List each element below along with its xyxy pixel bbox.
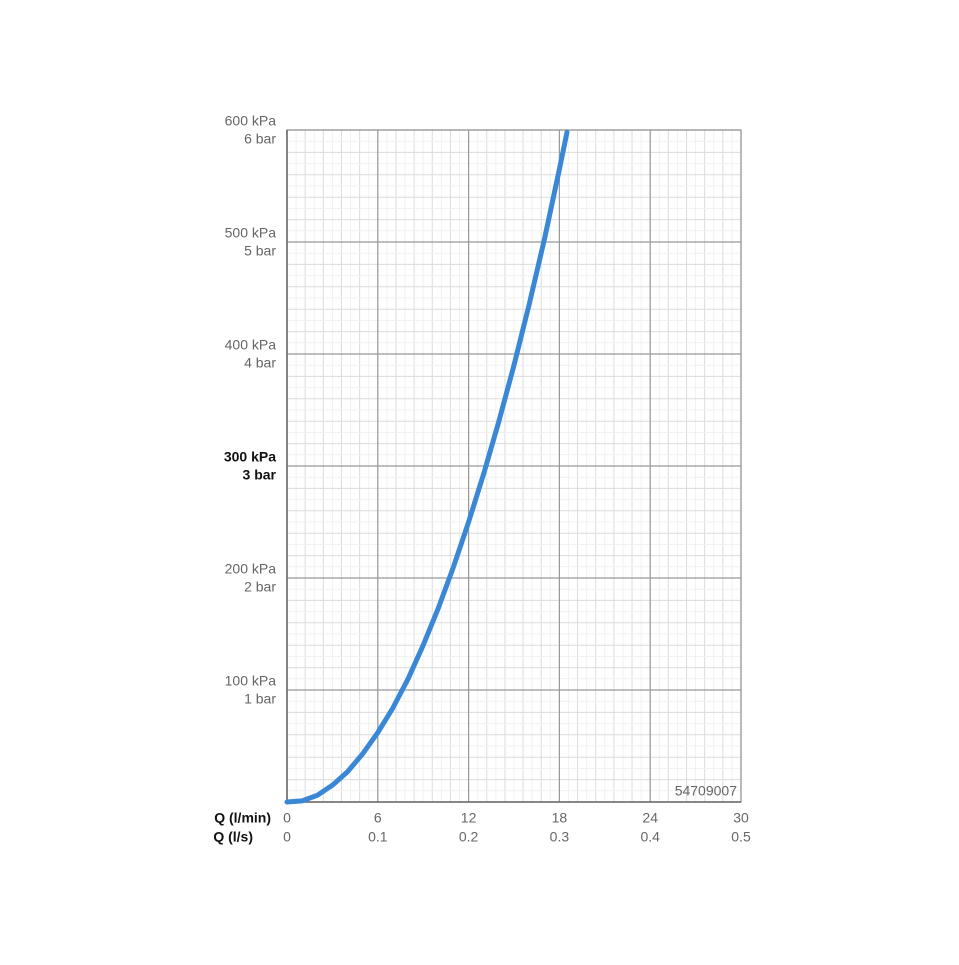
y-tick-bar-label: 5 bar [244,243,276,259]
x2-tick-label: 0.2 [459,829,479,845]
y-tick-label: 100 kPa [225,673,277,689]
y-tick-label: 500 kPa [225,225,277,241]
x2-tick-label: 0.1 [368,829,388,845]
x-tick-label: 18 [552,810,568,826]
x2-axis-title: Q (l/s) [213,829,253,845]
x2-tick-label: 0.3 [550,829,570,845]
y-tick-label: 600 kPa [225,113,277,129]
curve [284,129,570,805]
x-tick-label: 6 [374,810,382,826]
x2-tick-label: 0.4 [640,829,660,845]
y-tick-label: 400 kPa [225,337,277,353]
y-tick-label: 200 kPa [225,561,277,577]
y-tick-bar-label: 2 bar [244,579,276,595]
x-tick-label: 12 [461,810,477,826]
x2-tick-label: 0 [283,829,291,845]
y-tick-bar-label: 6 bar [244,131,276,147]
x-tick-label: 24 [642,810,658,826]
y-tick-bar-label: 4 bar [244,355,276,371]
x-tick-label: 0 [283,810,291,826]
x-axis-title: Q (l/min) [214,810,271,826]
y-tick-bar-label: 3 bar [243,467,277,483]
x2-tick-label: 0.5 [731,829,751,845]
annotation: 54709007 [675,783,738,799]
y-tick-label: 300 kPa [224,449,276,465]
x-tick-label: 30 [733,810,749,826]
y-tick-bar-label: 1 bar [244,691,276,707]
